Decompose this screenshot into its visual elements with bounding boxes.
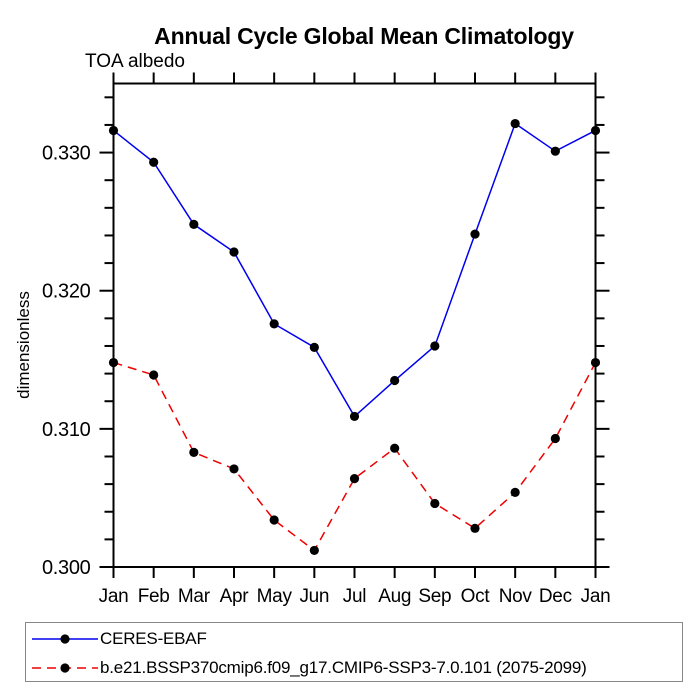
data-point-marker (149, 157, 159, 167)
legend-marker-dot (60, 663, 70, 673)
chart-title: Annual Cycle Global Mean Climatology (154, 23, 574, 49)
x-tick-label: Jan (581, 586, 611, 607)
data-point-marker (470, 229, 480, 239)
data-point-marker (390, 443, 400, 453)
data-point-marker (550, 433, 560, 444)
data-point-marker (149, 370, 159, 380)
data-point-marker (269, 515, 279, 525)
data-point-marker (269, 319, 279, 329)
x-tick-label: Aug (378, 586, 411, 607)
x-tick-label: May (257, 586, 293, 607)
legend-swatch-solid-line (32, 634, 98, 644)
y-tick-label: 0.310 (42, 419, 91, 441)
x-tick-label: Dec (539, 586, 572, 607)
x-tick-label: Sep (418, 586, 451, 607)
data-point-marker (349, 411, 360, 422)
legend-label-ceres-ebaf: CERES-EBAF (100, 629, 207, 648)
x-tick-label: Apr (220, 586, 250, 607)
data-point-marker (189, 219, 199, 230)
data-point-marker (309, 545, 319, 556)
x-tick-label: Mar (178, 586, 211, 607)
series-line-1 (113, 361, 597, 552)
legend-item-model-run: b.e21.BSSP370cmip6.f09_g17.CMIP6-SSP3-7.… (31, 655, 587, 681)
data-point-marker (510, 118, 520, 129)
legend-box: CERES-EBAF b.e21.BSSP370cmip6.f09_g17.CM… (25, 622, 683, 682)
data-point-marker (108, 357, 119, 368)
x-tick-label: Oct (461, 586, 491, 607)
data-point-marker (349, 473, 360, 484)
legend-label-model-run: b.e21.BSSP370cmip6.f09_g17.CMIP6-SSP3-7.… (100, 658, 587, 677)
data-point-marker (108, 125, 119, 136)
data-point-marker (470, 523, 480, 533)
plot-frame (112, 82, 597, 568)
data-point-marker (229, 247, 239, 257)
x-tick-label: Feb (138, 586, 170, 607)
data-point-marker (430, 498, 440, 509)
data-point-marker (590, 125, 601, 136)
series-line-0 (113, 122, 596, 418)
x-tick-label: Jan (99, 586, 129, 607)
legend-item-ceres-ebaf: CERES-EBAF (31, 626, 207, 652)
legend-swatch-dashed-line (32, 663, 98, 673)
data-point-marker (189, 447, 199, 457)
y-tick-label: 0.300 (42, 557, 91, 579)
data-point-marker (229, 464, 239, 474)
y-tick-label: 0.330 (42, 143, 91, 165)
data-point-marker (510, 487, 520, 498)
data-point-marker (550, 146, 560, 156)
x-tick-label: Jul (343, 586, 366, 607)
data-point-marker (430, 341, 440, 351)
x-tick-label: Jun (299, 586, 329, 607)
data-point-marker (390, 375, 400, 386)
y-tick-label: 0.320 (42, 281, 91, 303)
data-point-marker (309, 342, 319, 352)
data-point-marker (590, 357, 601, 368)
legend-marker-dot (60, 634, 70, 644)
chart-subtitle: TOA albedo (85, 51, 186, 72)
x-tick-label: Nov (499, 586, 533, 607)
